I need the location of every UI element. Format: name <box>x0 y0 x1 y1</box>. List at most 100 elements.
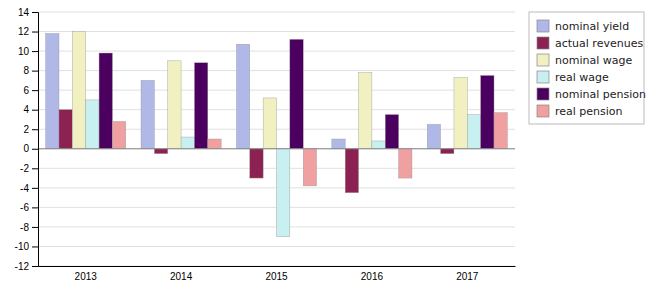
tick: -6 <box>20 202 38 213</box>
legend-label: nominal pension <box>555 88 646 101</box>
grid-line <box>38 266 515 267</box>
legend-label: nominal yield <box>555 20 629 33</box>
tick: 14 <box>18 7 38 18</box>
tick-mark <box>32 246 38 247</box>
tick-label: 2013 <box>75 271 98 282</box>
bar <box>99 53 112 149</box>
bar <box>181 137 194 149</box>
legend-swatch <box>537 20 549 32</box>
bars <box>46 32 508 237</box>
tick-mark <box>32 188 38 189</box>
tick: 2015 <box>265 271 288 282</box>
grid <box>38 12 515 266</box>
tick-label: 6 <box>23 85 29 96</box>
legend-swatch <box>537 71 549 83</box>
bar <box>467 115 480 149</box>
bar <box>263 98 276 149</box>
bar <box>399 149 412 178</box>
tick: 2016 <box>361 271 384 282</box>
bar <box>441 149 454 154</box>
bar <box>112 121 125 148</box>
tick-mark <box>32 32 38 33</box>
bar <box>59 110 72 149</box>
tick: 6 <box>23 85 38 96</box>
bar <box>290 39 303 148</box>
legend-item: actual revenues <box>537 37 643 50</box>
bar <box>168 61 181 149</box>
legend-item: real wage <box>537 71 609 84</box>
tick-mark <box>32 71 38 72</box>
grid-line <box>38 12 515 13</box>
tick: 2014 <box>170 271 193 282</box>
tick: 2017 <box>456 271 479 282</box>
legend-label: real wage <box>555 71 609 84</box>
legend-label: nominal wage <box>555 54 632 67</box>
bar <box>236 44 249 149</box>
tick-label: 0 <box>23 143 29 154</box>
legend-swatch <box>537 54 549 66</box>
grid-line <box>38 246 515 247</box>
bar <box>345 149 358 193</box>
tick-mark <box>32 149 38 150</box>
tick-label: -2 <box>20 163 29 174</box>
grid-line <box>38 31 515 32</box>
bar <box>72 32 85 149</box>
legend-swatch <box>537 37 549 49</box>
legend-swatch <box>537 105 549 117</box>
tick-mark <box>32 12 38 13</box>
tick: -4 <box>20 183 38 194</box>
tick: -2 <box>20 163 38 174</box>
chart: -12-10-8-6-4-202468101214201320142015201… <box>0 0 662 292</box>
tick-mark <box>32 90 38 91</box>
tick: 4 <box>23 104 38 115</box>
tick-label: -12 <box>15 261 30 272</box>
bar <box>250 149 263 178</box>
tick-label: 2015 <box>265 271 288 282</box>
bar <box>385 115 398 149</box>
bar <box>154 149 167 154</box>
tick-mark <box>32 266 38 267</box>
grid-line <box>38 148 515 149</box>
tick-mark <box>32 51 38 52</box>
tick-label: -6 <box>20 202 29 213</box>
tick-label: -8 <box>20 222 29 233</box>
bar <box>194 63 207 149</box>
tick-label: 4 <box>23 104 29 115</box>
legend-swatch <box>537 88 549 100</box>
bar-series <box>99 39 494 148</box>
tick-label: 14 <box>18 7 30 18</box>
tick-label: -4 <box>20 183 29 194</box>
tick: 8 <box>23 65 38 76</box>
legend-item: nominal pension <box>537 88 646 101</box>
bar <box>277 149 290 237</box>
tick-mark <box>32 168 38 169</box>
bar <box>481 76 494 149</box>
bar <box>303 149 316 186</box>
legend-item: nominal yield <box>537 20 629 33</box>
tick-label: 2016 <box>361 271 384 282</box>
tick-mark <box>32 207 38 208</box>
tick-mark <box>32 110 38 111</box>
tick-mark <box>32 129 38 130</box>
tick: 2 <box>23 124 38 135</box>
tick: 2013 <box>75 271 98 282</box>
tick: -8 <box>20 222 38 233</box>
tick-label: 8 <box>23 65 29 76</box>
y-axis: -12-10-8-6-4-202468101214 <box>15 7 39 272</box>
plot: -12-10-8-6-4-202468101214201320142015201… <box>15 7 516 282</box>
legend-label: actual revenues <box>555 37 643 50</box>
tick-label: 2017 <box>456 271 479 282</box>
tick-label: 12 <box>18 26 30 37</box>
tick-label: 2 <box>23 124 29 135</box>
bar-series <box>72 32 467 149</box>
bar <box>86 100 99 149</box>
tick: 0 <box>23 143 38 154</box>
axis-line <box>39 266 516 267</box>
tick-label: -10 <box>15 241 30 252</box>
bar-series <box>86 100 481 237</box>
bar <box>359 73 372 149</box>
tick: 12 <box>18 26 38 37</box>
tick-label: 2014 <box>170 271 193 282</box>
zero-line <box>38 148 515 149</box>
legend-item: real pension <box>537 105 623 118</box>
